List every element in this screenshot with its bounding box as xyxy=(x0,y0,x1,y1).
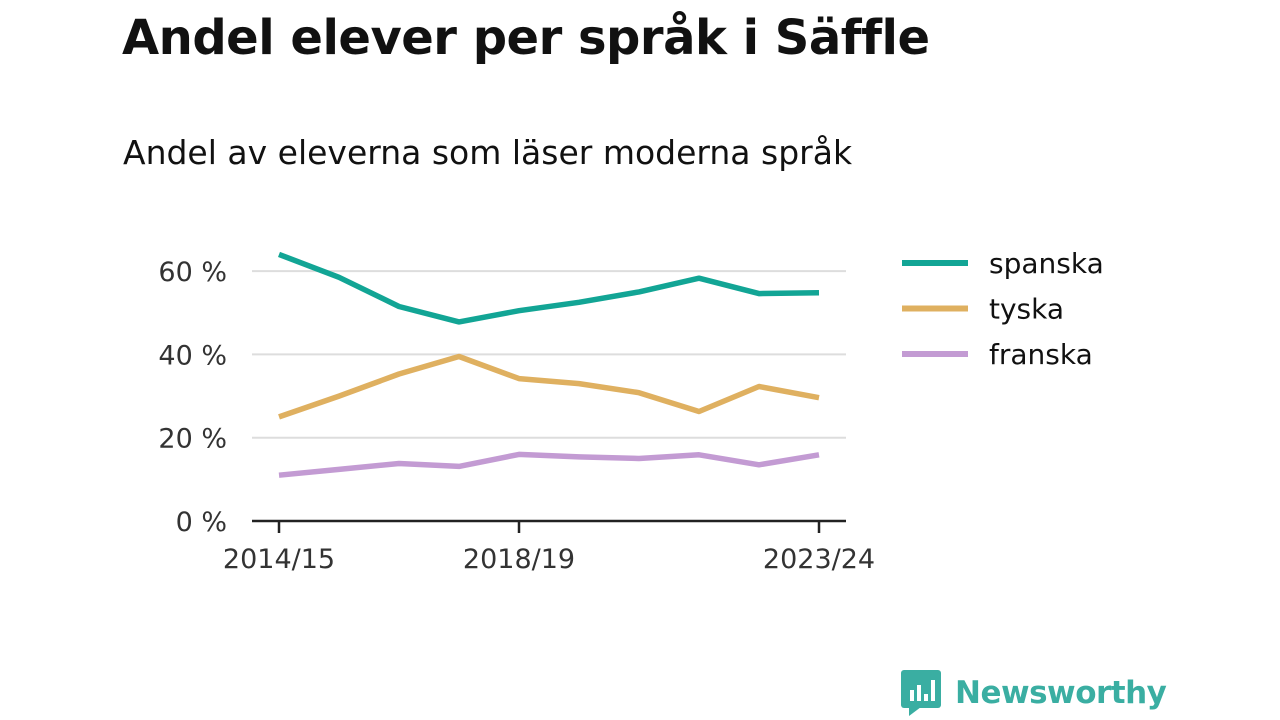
legend-label: franska xyxy=(989,338,1093,371)
newsworthy-logo-icon xyxy=(901,670,941,716)
legend-label: tyska xyxy=(989,293,1064,326)
series-line-spanska xyxy=(278,251,820,325)
series-line-franska xyxy=(278,451,820,478)
x-tick-label: 2014/15 xyxy=(223,544,335,575)
series-lines xyxy=(278,251,820,478)
brand-logo: Newsworthy xyxy=(901,670,1167,716)
brand-name: Newsworthy xyxy=(955,675,1167,711)
series-line-tyska xyxy=(278,353,820,420)
x-tick-label: 2023/24 xyxy=(763,544,875,575)
y-tick-label: 60 % xyxy=(158,257,227,288)
y-tick-label: 40 % xyxy=(158,340,227,371)
legend: spanska tyska franska xyxy=(902,247,1104,371)
chart-title: Andel elever per språk i Säffle xyxy=(122,10,930,66)
gridlines xyxy=(252,270,846,439)
x-axis: 2014/15 2018/19 2023/24 xyxy=(223,519,875,575)
chart-subtitle: Andel av eleverna som läser moderna språ… xyxy=(123,133,853,172)
legend-label: spanska xyxy=(989,247,1104,280)
y-tick-label: 20 % xyxy=(158,424,227,455)
x-tick-label: 2018/19 xyxy=(463,544,575,575)
y-tick-label: 0 % xyxy=(176,507,227,538)
y-axis-labels: 0 % 20 % 40 % 60 % xyxy=(158,257,227,538)
